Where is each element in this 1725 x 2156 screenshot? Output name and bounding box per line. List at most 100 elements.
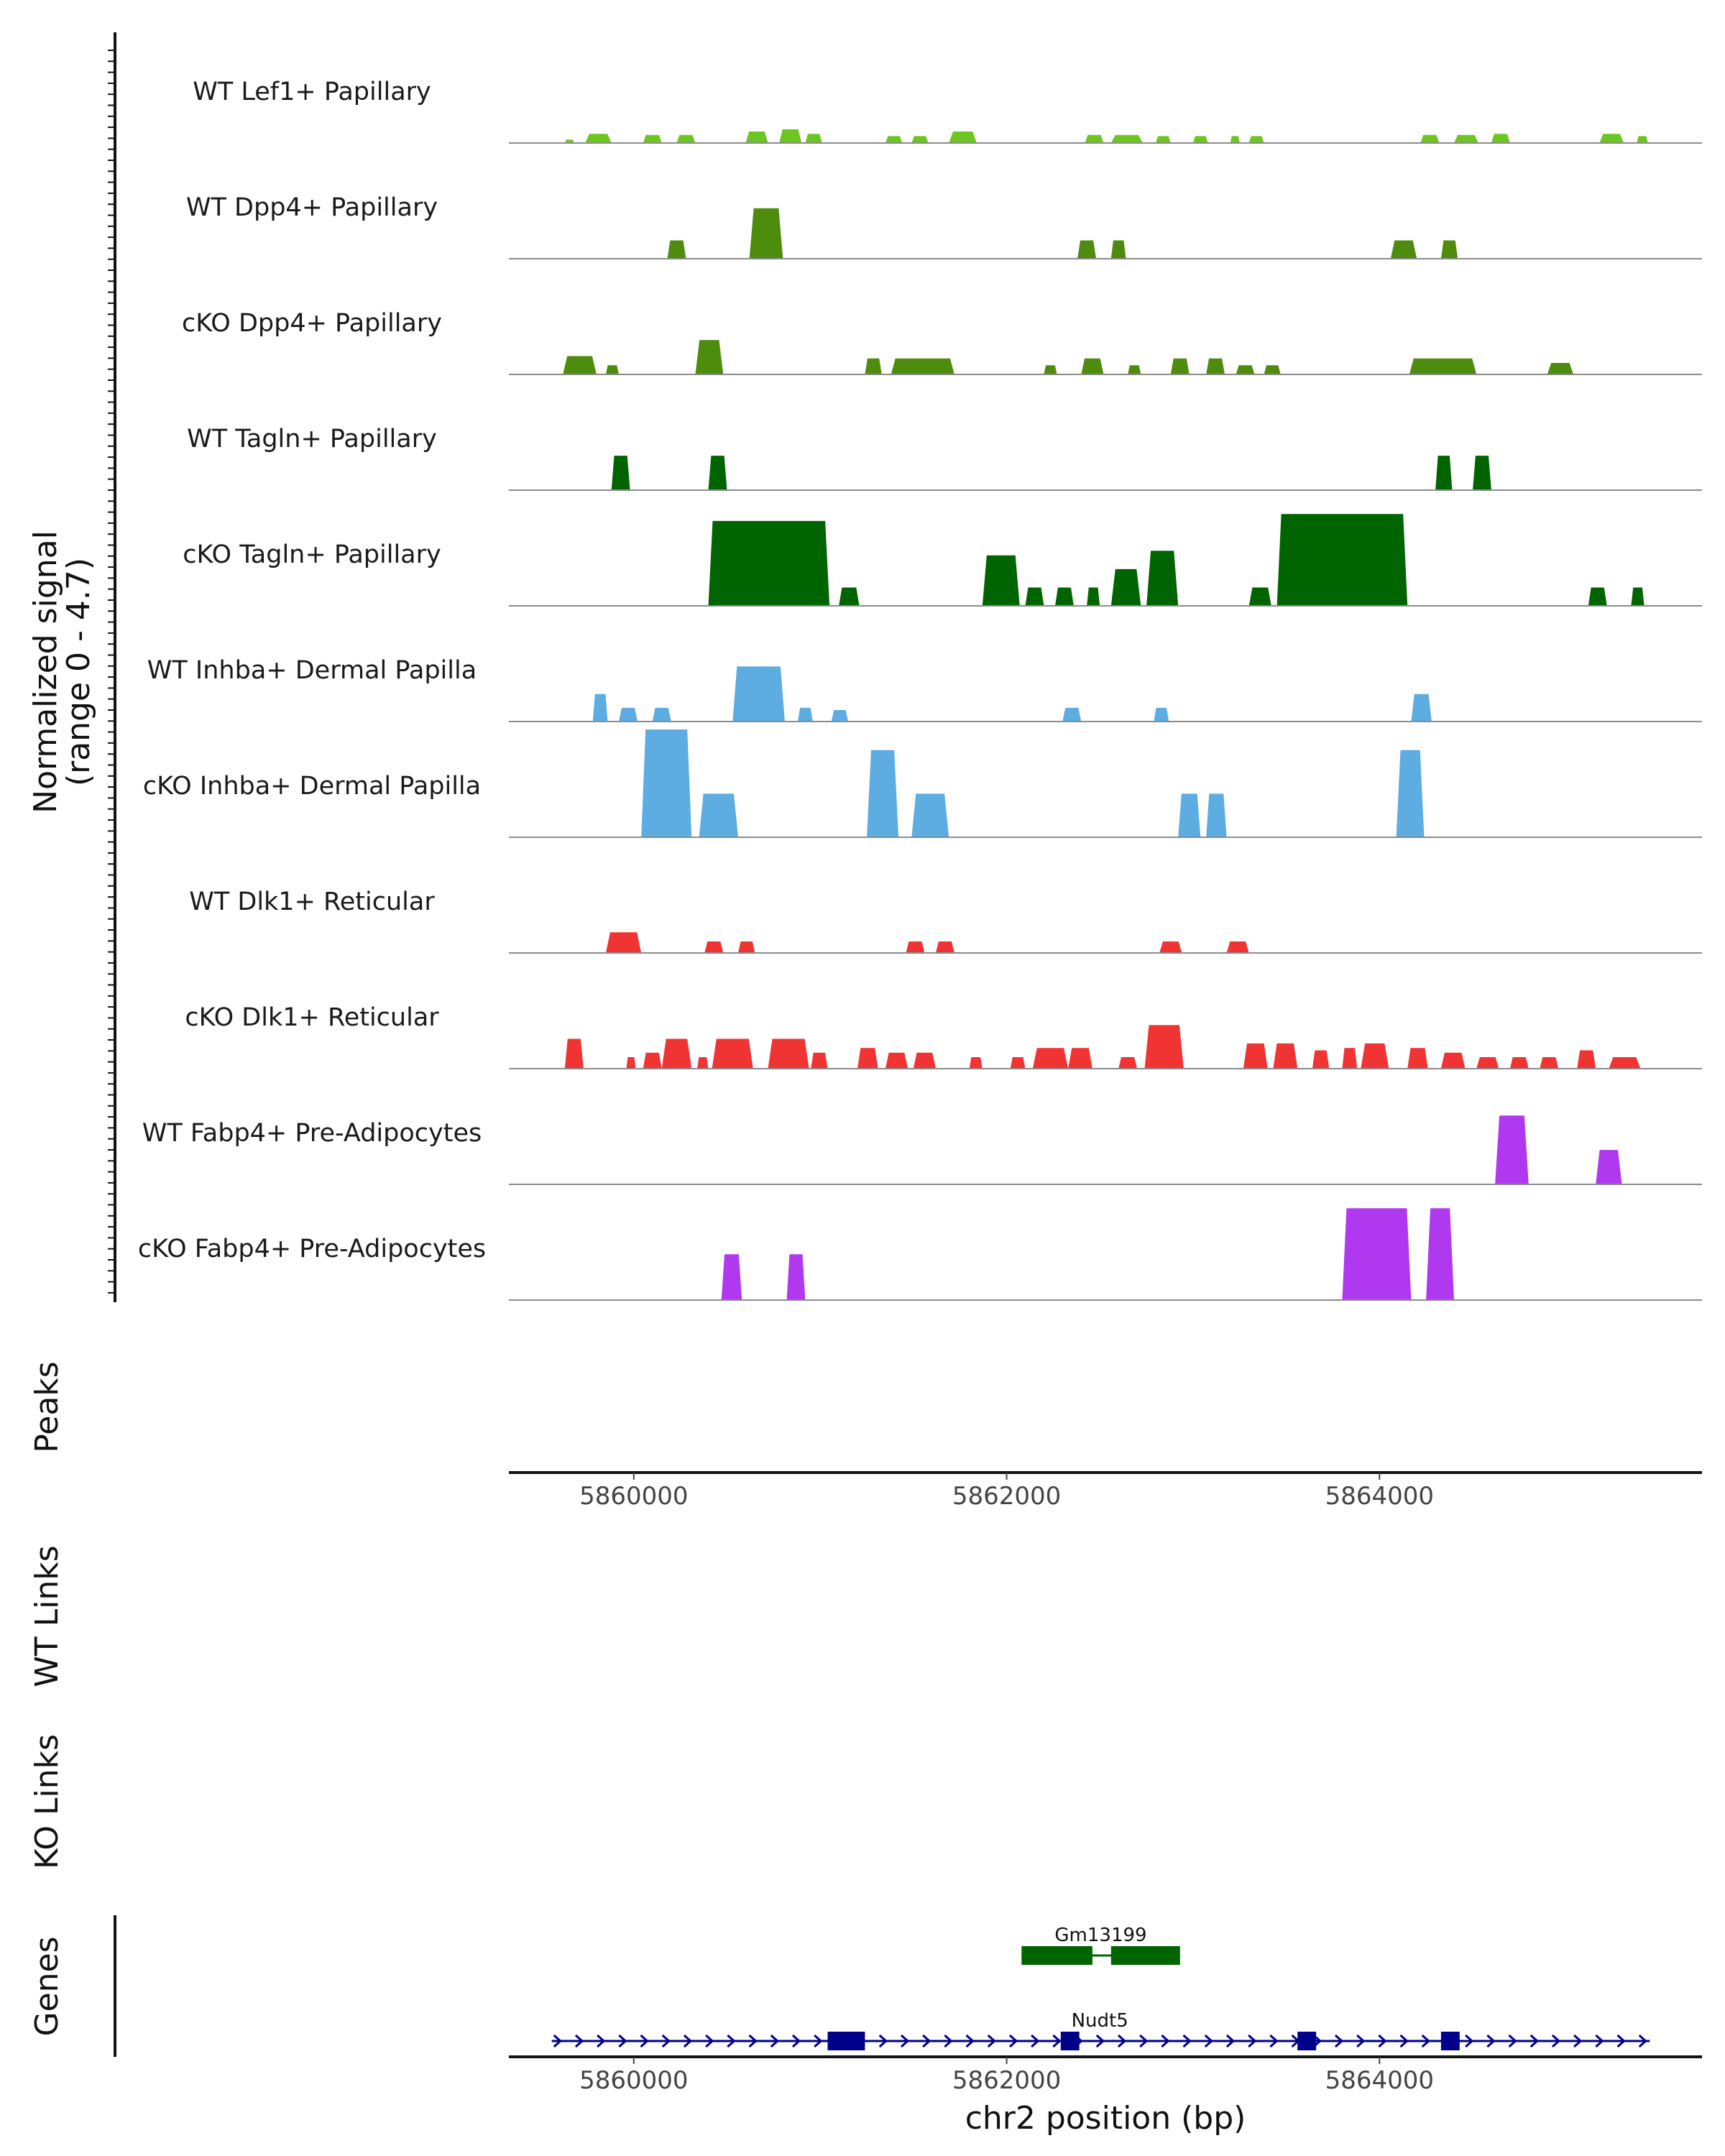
- wt-links-panel-label: WT Links: [29, 1545, 65, 1687]
- strand-arrow: [1399, 2034, 1409, 2048]
- coverage-peak: [1192, 136, 1208, 143]
- coverage-peak: [1440, 240, 1458, 259]
- coverage-peak: [1420, 134, 1440, 143]
- strand-arrow: [1551, 2034, 1561, 2048]
- coverage-peak: [1491, 134, 1510, 143]
- strand-arrow: [1616, 2034, 1626, 2048]
- coverage-peak: [749, 208, 783, 259]
- strand-arrow: [1182, 2034, 1192, 2048]
- coverage-peak: [661, 1038, 692, 1069]
- coverage-peak: [839, 587, 860, 606]
- strand-arrow: [1530, 2034, 1539, 2048]
- gene-exon: [1021, 1946, 1092, 1965]
- peaks-panel-label: Peaks: [29, 1361, 65, 1452]
- coverage-peak: [1159, 941, 1182, 953]
- coverage-track: WT Tagln+ Papillary: [187, 425, 1702, 491]
- coverage-peak: [1010, 1057, 1026, 1069]
- track-label: WT Lef1+ Papillary: [193, 78, 431, 106]
- coverage-peak: [1248, 136, 1264, 143]
- coverage-peak: [1473, 456, 1491, 490]
- strand-arrow: [1248, 2034, 1257, 2048]
- coverage-peak: [768, 1038, 809, 1069]
- gene-exon: [1060, 2032, 1080, 2050]
- coverage-track: cKO Fabp4+ Pre-Adipocytes: [138, 1208, 1702, 1301]
- strand-arrow: [1139, 2034, 1149, 2048]
- coverage-peak: [1243, 1043, 1268, 1069]
- coverage-peak: [857, 1048, 878, 1069]
- coverage-peak: [697, 1057, 709, 1069]
- coverage-track: cKO Dpp4+ Papillary: [182, 309, 1702, 375]
- coverage-peak: [626, 1057, 636, 1069]
- strand-arrow: [661, 2034, 671, 2048]
- coverage-peak: [1509, 1057, 1529, 1069]
- coverage-peak: [619, 707, 638, 722]
- genes-panel-label: Genes: [29, 1936, 65, 2036]
- gene-exon: [1440, 2032, 1460, 2050]
- track-label: cKO Fabp4+ Pre-Adipocytes: [138, 1235, 486, 1263]
- coverage-peak: [695, 340, 724, 374]
- coverage-peak: [867, 750, 899, 837]
- coverage-peak: [1631, 587, 1644, 606]
- strand-arrow: [1269, 2034, 1279, 2048]
- coverage-peak: [1342, 1208, 1412, 1300]
- x-axis-title: chr2 position (bp): [965, 2100, 1246, 2137]
- x-tick-label: 5860000: [579, 2066, 688, 2095]
- coverage-peak: [1110, 134, 1143, 143]
- coverage-peak: [605, 932, 642, 953]
- strand-arrow: [1117, 2034, 1127, 2048]
- coverage-peak: [643, 1052, 662, 1069]
- coverage-peak: [936, 941, 954, 953]
- x-tick-label: 5860000: [579, 1482, 688, 1511]
- x-tick-label: 5864000: [1325, 2066, 1434, 2095]
- coverage-peak: [667, 240, 686, 259]
- coverage-peak: [1407, 1048, 1428, 1069]
- strand-arrow: [574, 2034, 584, 2048]
- strand-arrow: [1595, 2034, 1604, 2048]
- coverage-peak: [1264, 365, 1281, 374]
- strand-arrow: [597, 2034, 606, 2048]
- coverage-peak: [592, 694, 608, 722]
- coverage-peak: [1440, 1052, 1466, 1069]
- coverage-peak: [911, 793, 949, 837]
- coverage-peak: [704, 941, 724, 953]
- track-label: WT Inhba+ Dermal Papilla: [147, 656, 477, 685]
- strand-arrow: [770, 2034, 779, 2048]
- coverage-peak: [1599, 134, 1624, 143]
- strand-arrow: [683, 2034, 693, 2048]
- coverage-peak: [1055, 587, 1074, 606]
- coverage-track: cKO Dlk1+ Reticular: [185, 1003, 1702, 1069]
- coverage-peak: [1588, 587, 1607, 606]
- coverage-peak: [1577, 1050, 1596, 1069]
- coverage-peak: [643, 134, 662, 143]
- coverage-peak: [906, 941, 925, 953]
- coverage-peak: [1068, 1048, 1092, 1069]
- strand-arrow: [1421, 2034, 1430, 2048]
- coverage-peak: [969, 1057, 983, 1069]
- coverage-peak: [1144, 1025, 1184, 1069]
- coverage-peak: [1128, 365, 1141, 374]
- strand-arrow: [1225, 2034, 1236, 2048]
- coverage-peak: [1025, 587, 1044, 606]
- coverage-track: cKO Inhba+ Dermal Papilla: [143, 729, 1702, 838]
- coverage-peak: [1426, 1208, 1454, 1300]
- strand-arrow: [1465, 2034, 1474, 2048]
- strand-arrow: [1031, 2034, 1040, 2048]
- track-label: cKO Dpp4+ Papillary: [182, 309, 442, 338]
- track-label: cKO Dlk1+ Reticular: [185, 1003, 439, 1032]
- strand-arrow: [1508, 2034, 1517, 2048]
- coverage-track: WT Fabp4+ Pre-Adipocytes: [142, 1115, 1702, 1185]
- coverage-peak: [641, 729, 692, 837]
- coverage-peak: [1342, 1048, 1358, 1069]
- strand-arrow: [1486, 2034, 1496, 2048]
- coverage-peak: [891, 358, 954, 374]
- strand-arrow: [1334, 2034, 1344, 2048]
- coverage-peak: [1206, 358, 1225, 374]
- strand-arrow: [900, 2034, 910, 2048]
- coverage-peak: [1044, 365, 1057, 374]
- coverage-peak: [1547, 363, 1573, 374]
- coverage-peak: [1476, 1057, 1499, 1069]
- strand-arrow: [965, 2034, 975, 2048]
- coverage-peak: [1077, 240, 1096, 259]
- gene-annotations: Gm13199 Nudt5: [551, 1925, 1650, 2050]
- strand-arrow: [791, 2034, 801, 2048]
